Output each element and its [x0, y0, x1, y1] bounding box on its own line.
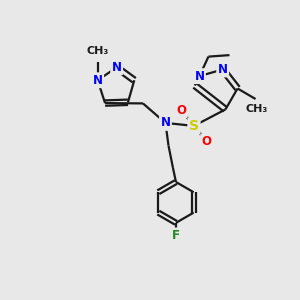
- Text: N: N: [218, 63, 228, 76]
- Text: O: O: [176, 104, 186, 117]
- Text: N: N: [112, 61, 122, 74]
- Text: O: O: [202, 135, 212, 148]
- Text: S: S: [189, 119, 199, 133]
- Text: N: N: [160, 116, 170, 129]
- Text: N: N: [93, 74, 103, 87]
- Text: N: N: [194, 70, 205, 83]
- Text: F: F: [172, 229, 180, 242]
- Text: CH₃: CH₃: [245, 104, 268, 114]
- Text: CH₃: CH₃: [86, 46, 109, 56]
